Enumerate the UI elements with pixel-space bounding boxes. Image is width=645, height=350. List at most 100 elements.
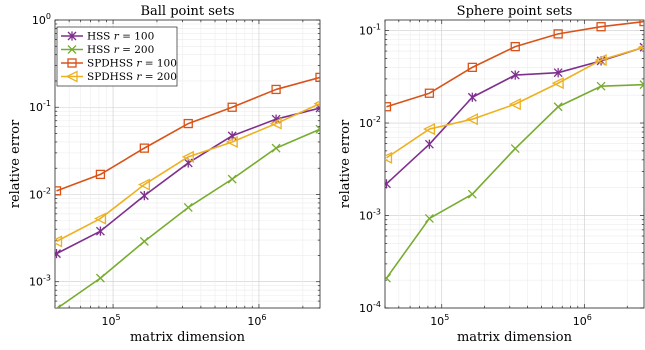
data-point	[467, 189, 477, 199]
marker-square	[315, 72, 320, 83]
legend-label: HSS r = 100	[87, 31, 154, 43]
marker-x	[510, 144, 520, 153]
data-point	[385, 102, 392, 112]
legend-entry: SPDHSS r = 100	[61, 58, 177, 70]
data-point	[553, 29, 563, 39]
data-point	[227, 102, 237, 112]
series-line	[386, 20, 644, 108]
y-tick-label: 10-2	[29, 186, 51, 201]
marker-x	[315, 128, 320, 134]
data-layer	[385, 20, 644, 283]
data-point	[467, 92, 477, 102]
marker-triangle	[55, 235, 63, 248]
marker-square	[553, 29, 563, 39]
data-point	[510, 41, 520, 52]
y-tick-label-exp: -2	[373, 115, 381, 124]
y-tick-label-base: 10	[29, 188, 43, 201]
axes-box	[54, 19, 321, 309]
legend-label-var: r	[136, 58, 142, 70]
data-point	[183, 203, 193, 212]
y-axis-label: relative error	[338, 119, 353, 208]
marker-triangle	[93, 212, 107, 225]
marker-x	[139, 236, 149, 246]
data-point	[315, 72, 320, 83]
data-point	[55, 186, 62, 196]
y-tick-label-exp: -1	[373, 23, 381, 32]
data-point	[553, 68, 563, 78]
data-point	[424, 213, 434, 223]
data-point	[227, 174, 237, 184]
y-tick-label-base: 10	[32, 14, 46, 27]
marker-asterisk	[315, 107, 320, 113]
marker-x	[385, 273, 391, 281]
marker-triangle	[65, 70, 78, 83]
data-point	[269, 117, 282, 130]
data-point	[95, 273, 105, 283]
marker-triangle	[137, 178, 150, 191]
y-tick-label: 10-4	[359, 300, 381, 315]
marker-x	[467, 189, 477, 199]
marker-x	[271, 143, 281, 153]
data-point	[95, 226, 105, 236]
chart-title: Sphere point sets	[457, 4, 573, 19]
marker-x	[227, 174, 237, 184]
data-point	[225, 135, 238, 149]
legend-label-main: HSS	[87, 44, 114, 56]
marker-triangle	[269, 117, 282, 130]
y-tick-label: 10-3	[359, 208, 381, 223]
data-point	[594, 53, 607, 67]
marker-asterisk	[639, 42, 644, 49]
data-point	[551, 77, 564, 90]
x-tick-label-exp: 6	[587, 313, 592, 322]
legend-label: SPDHSS r = 100	[87, 58, 177, 70]
y-tick-label: 100	[32, 12, 51, 27]
y-tick-label-exp: 0	[46, 12, 51, 21]
y-tick-label-base: 10	[359, 117, 373, 130]
y-tick-label-base: 10	[359, 25, 373, 38]
data-point	[465, 113, 478, 126]
marker-triangle	[508, 98, 521, 111]
data-point	[424, 139, 434, 149]
data-point	[385, 273, 391, 283]
y-tick-label: 10-1	[29, 99, 51, 114]
data-point	[422, 123, 436, 136]
legend-label-var: r	[136, 71, 142, 83]
marker-triangle	[551, 77, 564, 90]
series-hss200	[385, 80, 644, 283]
marker-square	[596, 22, 606, 32]
data-point	[596, 81, 606, 91]
series-spd200	[385, 44, 644, 164]
data-point	[93, 212, 107, 225]
x-tick-label-exp: 5	[444, 313, 449, 322]
marker-x	[424, 213, 434, 223]
plot-area	[385, 20, 644, 308]
data-point	[67, 58, 77, 68]
axes-box	[384, 19, 645, 309]
marker-square	[639, 20, 644, 27]
x-tick-label-base: 10	[247, 315, 261, 328]
x-axis-label: matrix dimension	[457, 330, 573, 345]
data-point	[639, 42, 644, 52]
y-tick-label-exp: -3	[373, 208, 381, 217]
y-tick-label-exp: -2	[43, 186, 51, 195]
legend-entry: HSS r = 100	[61, 31, 154, 43]
series-hss200	[55, 124, 320, 308]
y-tick-label-exp: -1	[43, 99, 51, 108]
y-tick-label: 10-3	[29, 274, 51, 289]
x-tick-label-base: 10	[430, 315, 444, 328]
data-point	[510, 144, 520, 153]
x-tick-label: 106	[573, 313, 592, 328]
y-tick-label-exp: -4	[373, 300, 381, 309]
x-tick-label-exp: 6	[261, 313, 266, 322]
legend-label-main: SPDHSS	[87, 58, 136, 70]
x-tick-label: 105	[102, 313, 121, 328]
legend-label-rest: = 100	[119, 31, 155, 43]
series-line	[386, 46, 644, 159]
legend-entry: SPDHSS r = 200	[61, 70, 177, 83]
x-tick-label-base: 10	[573, 315, 587, 328]
y-tick-label-exp: -3	[43, 274, 51, 283]
data-point	[639, 20, 644, 27]
y-tick-label-base: 10	[359, 210, 373, 223]
y-tick-label-base: 10	[359, 302, 373, 315]
